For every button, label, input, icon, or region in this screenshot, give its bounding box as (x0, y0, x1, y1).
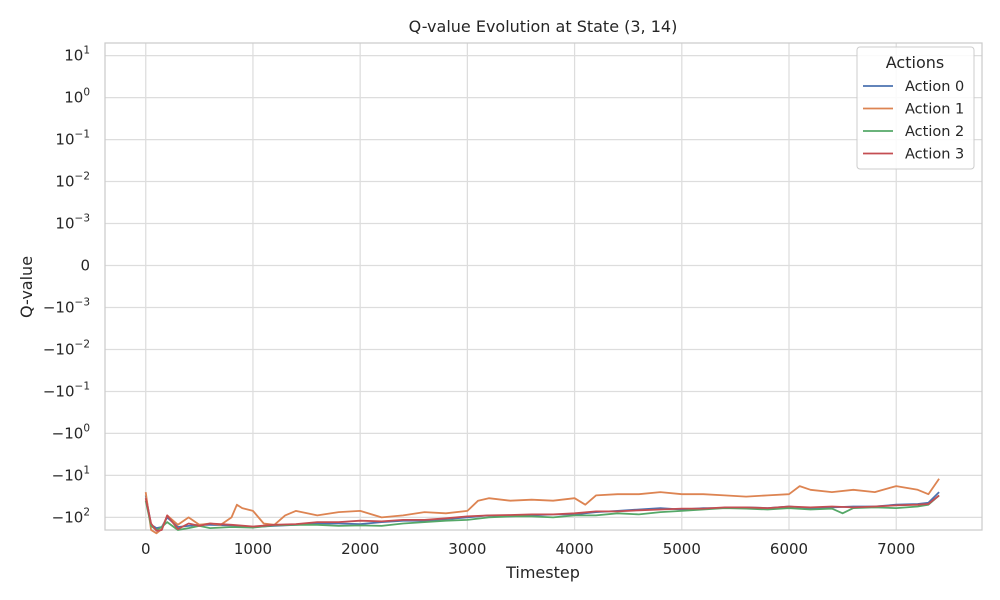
y-tick-label: −10−2 (43, 338, 90, 358)
legend-title: Actions (886, 53, 944, 72)
y-tick-base: 10 (55, 173, 74, 191)
legend-label: Action 2 (905, 124, 964, 140)
y-tick-base: 10 (55, 215, 74, 233)
y-tick-label: 100 (64, 87, 90, 107)
legend-label: Action 0 (905, 79, 964, 95)
x-tick-label: 1000 (234, 540, 272, 558)
y-tick-exponent: −2 (75, 338, 90, 350)
y-tick-base: 0 (80, 257, 90, 275)
y-tick-exponent: −1 (75, 380, 90, 392)
y-tick-base: 10 (64, 89, 83, 107)
y-tick-base: 10 (55, 131, 74, 149)
series-layer (144, 478, 940, 535)
y-tick-base: −10 (43, 382, 75, 400)
y-tick-exponent: −2 (75, 171, 90, 183)
y-tick-base: −10 (43, 340, 75, 358)
y-tick-label: 0 (80, 257, 90, 275)
x-axis-title: Timestep (505, 563, 580, 582)
y-tick-base: −10 (52, 466, 84, 484)
legend-label: Action 3 (905, 147, 964, 163)
x-tick-label: 4000 (555, 540, 593, 558)
y-tick-label: −10−1 (43, 380, 90, 400)
legend-items: Action 0 Action 1 Action 2 Action 3 (863, 79, 964, 163)
y-tick-exponent: 2 (83, 506, 90, 518)
y-tick-base: 10 (64, 47, 83, 65)
y-tick-label: −100 (52, 422, 90, 442)
y-tick-exponent: −3 (75, 296, 90, 308)
y-tick-base: −10 (52, 424, 84, 442)
y-tick-base: −10 (52, 508, 84, 526)
x-tick-label: 6000 (770, 540, 808, 558)
plot-area-frame (104, 42, 983, 531)
x-axis-ticks: 0 1000 2000 3000 4000 5000 6000 7000 (141, 540, 915, 558)
y-tick-label: −101 (52, 464, 90, 484)
y-tick-label: −10−3 (43, 296, 90, 316)
legend-label: Action 1 (905, 102, 964, 118)
y-tick-exponent: −3 (75, 213, 90, 225)
y-tick-exponent: 0 (83, 87, 90, 99)
y-tick-label: 10−1 (55, 129, 90, 149)
y-tick-label: 10−2 (55, 171, 90, 191)
y-tick-exponent: 1 (83, 464, 90, 476)
y-tick-exponent: 1 (83, 45, 90, 57)
y-tick-base: −10 (43, 298, 75, 316)
legend-box (856, 46, 975, 170)
x-tick-label: 0 (141, 540, 151, 558)
x-tick-label: 7000 (877, 540, 915, 558)
y-axis-ticks: 10110010−110−210−30−10−3−10−2−10−1−100−1… (43, 45, 90, 527)
y-tick-exponent: 0 (83, 422, 90, 434)
y-axis-title: Q-value (17, 256, 36, 318)
legend: Actions Action 0 Action 1 Action 2 Action 3 (856, 46, 975, 170)
chart-title: Q-value Evolution at State (3, 14) (409, 17, 678, 36)
x-tick-label: 3000 (448, 540, 486, 558)
series-line-action-3 (144, 494, 940, 532)
y-tick-label: −102 (52, 506, 90, 526)
y-tick-label: 101 (64, 45, 90, 65)
y-tick-exponent: −1 (75, 129, 90, 141)
series-line-action-2 (144, 494, 940, 531)
x-tick-label: 5000 (663, 540, 701, 558)
y-tick-label: 10−3 (55, 213, 90, 233)
x-tick-label: 2000 (341, 540, 379, 558)
